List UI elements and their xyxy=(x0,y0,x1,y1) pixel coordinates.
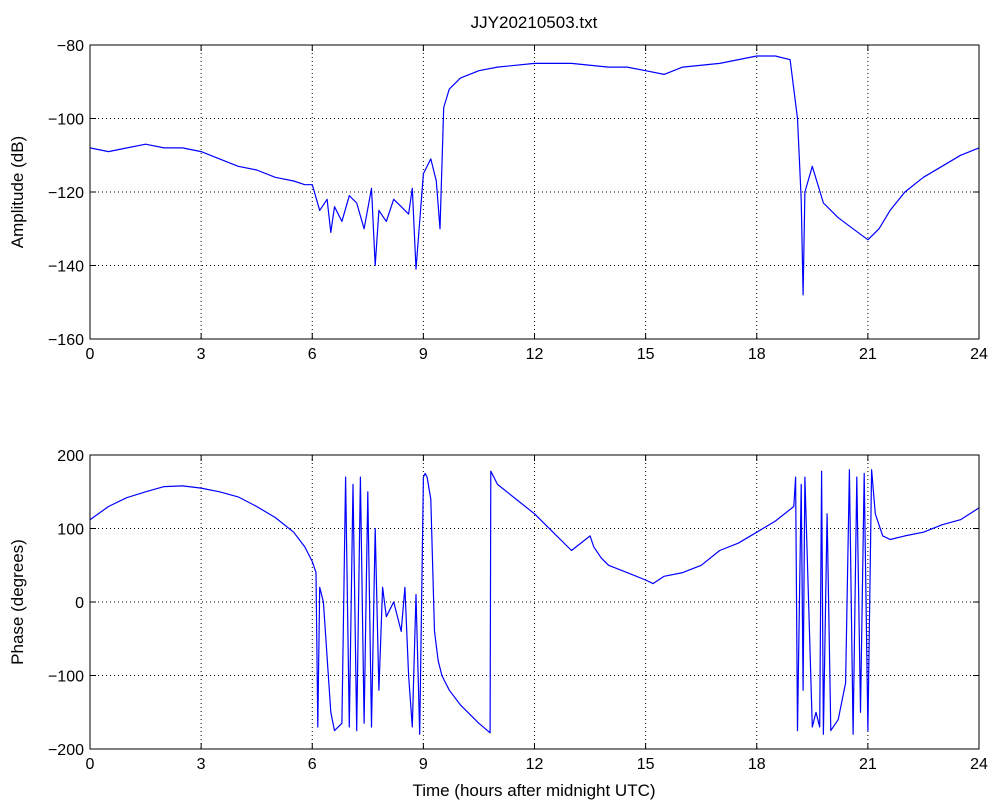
amplitude-y-tick-label: −80 xyxy=(57,38,84,55)
phase-x-tick-label: 6 xyxy=(308,756,317,773)
amplitude-x-tick-label: 3 xyxy=(197,346,206,363)
amplitude-x-ticks: 0 3 6 9 12 15 18 21 24 xyxy=(86,45,988,363)
phase-y-ticks: 200 100 0 −100 −200 xyxy=(48,448,979,759)
amplitude-x-tick-label: 24 xyxy=(970,346,988,363)
phase-x-tick-label: 18 xyxy=(748,756,766,773)
phase-grid xyxy=(90,455,979,749)
amplitude-x-tick-label: 9 xyxy=(419,346,428,363)
phase-x-tick-label: 9 xyxy=(419,756,428,773)
phase-y-tick-label: 200 xyxy=(57,448,84,465)
phase-x-tick-label: 15 xyxy=(637,756,655,773)
phase-x-label: Time (hours after midnight UTC) xyxy=(412,781,655,800)
amplitude-y-tick-label: −100 xyxy=(48,112,84,129)
amplitude-axes-box xyxy=(89,44,980,340)
phase-series-line xyxy=(89,469,980,735)
phase-panel: 0 3 6 9 12 15 18 21 24 200 100 0 −100 −200 Phase (de… xyxy=(8,448,988,800)
amplitude-series-line xyxy=(89,55,980,296)
phase-y-tick-label: 100 xyxy=(57,522,84,539)
amplitude-y-label: Amplitude (dB) xyxy=(8,136,27,248)
phase-x-tick-label: 21 xyxy=(859,756,877,773)
phase-y-tick-label: −100 xyxy=(48,669,84,686)
amplitude-x-tick-label: 0 xyxy=(86,346,95,363)
phase-x-ticks: 0 3 6 9 12 15 18 21 24 xyxy=(86,455,988,773)
phase-y-tick-label: −200 xyxy=(48,742,84,759)
phase-x-tick-label: 12 xyxy=(526,756,544,773)
amplitude-y-ticks: −80 −100 −120 −140 −160 xyxy=(48,38,979,349)
amplitude-x-tick-label: 6 xyxy=(308,346,317,363)
amplitude-y-tick-label: −140 xyxy=(48,259,84,276)
amplitude-grid xyxy=(90,45,979,339)
amplitude-panel: JJY20210503.txt 0 3 6 9 12 15 18 21 24 −80 −100 −1… xyxy=(8,13,988,363)
amplitude-x-tick-label: 18 xyxy=(748,346,766,363)
amplitude-x-tick-label: 15 xyxy=(637,346,655,363)
chart-title: JJY20210503.txt xyxy=(471,13,598,32)
amplitude-x-tick-label: 21 xyxy=(859,346,877,363)
phase-y-label: Phase (degrees) xyxy=(8,539,27,665)
phase-x-tick-label: 3 xyxy=(197,756,206,773)
amplitude-y-tick-label: −160 xyxy=(48,332,84,349)
phase-y-tick-label: 0 xyxy=(75,595,84,612)
phase-x-tick-label: 0 xyxy=(86,756,95,773)
phase-axes-box xyxy=(89,454,980,750)
phase-x-tick-label: 24 xyxy=(970,756,988,773)
amplitude-y-tick-label: −120 xyxy=(48,185,84,202)
amplitude-x-tick-label: 12 xyxy=(526,346,544,363)
